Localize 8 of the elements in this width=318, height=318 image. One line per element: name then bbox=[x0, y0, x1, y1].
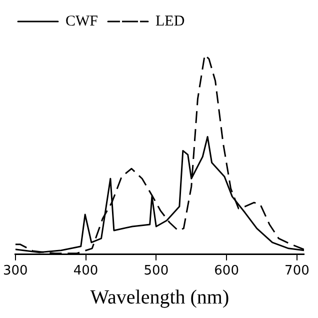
x-tick-label: 600 bbox=[214, 264, 239, 279]
legend-label: CWF bbox=[66, 13, 98, 30]
x-tick-label: 300 bbox=[2, 264, 28, 279]
x-tick-label: 400 bbox=[73, 264, 98, 279]
legend-label: LED bbox=[156, 13, 185, 30]
x-tick-label: 700 bbox=[284, 264, 310, 279]
x-tick-label: 500 bbox=[144, 264, 169, 279]
x-axis-title: Wavelength (nm) bbox=[90, 286, 230, 308]
